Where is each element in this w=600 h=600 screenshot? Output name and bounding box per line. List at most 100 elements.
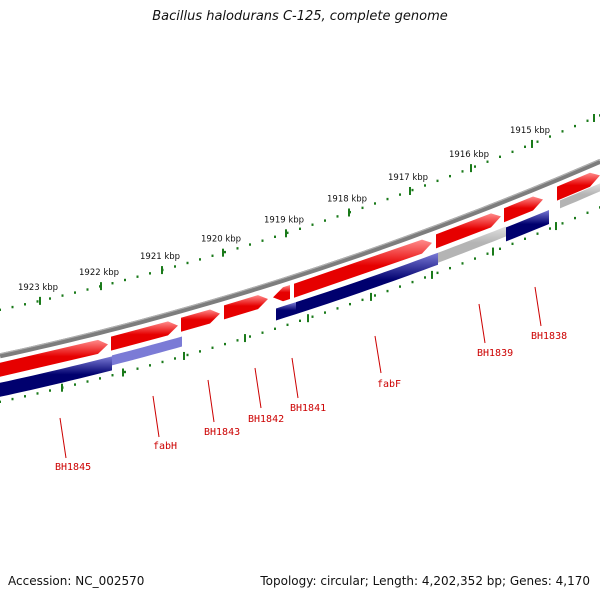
scale-minor-tick: [436, 179, 439, 183]
gene-bar-bh1843[interactable]: [224, 295, 268, 320]
gene-bar-bh1839[interactable]: [436, 213, 501, 249]
scale-minor-tick: [574, 124, 576, 128]
inner-scale-tick: [549, 227, 551, 230]
inner-scale-tick: [386, 289, 389, 293]
inner-scale-tick: [274, 327, 276, 330]
gene-label-fabf[interactable]: fabF: [377, 379, 401, 390]
scale-minor-tick: [536, 140, 539, 143]
inner-scale-tick: [174, 357, 176, 360]
gene-bar-fwd-2[interactable]: [111, 321, 178, 351]
scale-minor-tick: [236, 247, 239, 250]
gene-label-bh1839[interactable]: BH1839: [477, 348, 513, 359]
gene-bar-bh1845-fwd[interactable]: [0, 339, 108, 377]
gene-bar-fwd-9[interactable]: [557, 172, 600, 201]
scale-minor-tick: [449, 174, 451, 178]
gene-bar-bh1845[interactable]: [0, 356, 112, 397]
gene-bar-fabf[interactable]: [296, 252, 438, 315]
scale-minor-tick: [124, 278, 126, 282]
scale-minor-tick: [336, 215, 339, 218]
leader-line-bh1843: [207, 379, 215, 423]
inner-scale-tick: [436, 271, 439, 275]
scale-minor-tick: [136, 275, 139, 278]
leader-line-bh1838: [534, 286, 542, 327]
gene-label-bh1843[interactable]: BH1843: [204, 427, 240, 438]
leader-line-bh1839: [478, 303, 486, 344]
gene-bar-bh1842[interactable]: [273, 285, 290, 302]
inner-scale-tick: [474, 257, 476, 260]
scale-minor-tick: [586, 119, 589, 122]
gene-label-bh1845[interactable]: BH1845: [55, 462, 91, 473]
scale-minor-tick: [224, 250, 226, 254]
gene-label-bh1842[interactable]: BH1842: [248, 414, 284, 425]
inner-scale-tick: [536, 232, 539, 235]
feature-bar-grey-right[interactable]: [560, 183, 600, 209]
scale-minor-tick: [499, 155, 501, 158]
gene-bar-bh1841[interactable]: [294, 239, 432, 298]
inner-scale-tick: [236, 339, 239, 342]
inner-scale-tick: [49, 389, 51, 392]
scale-minor-tick: [61, 294, 64, 297]
scale-minor-tick: [149, 272, 151, 275]
scale-minor-tick: [386, 197, 389, 201]
inner-scale-tick: [424, 276, 426, 279]
genome-summary: Topology: circular; Length: 4,202,352 bp…: [260, 574, 590, 588]
inner-scale-tick: [311, 315, 314, 318]
scale-label-1923kbp: 1923 kbp: [18, 283, 58, 293]
inner-scale-tick: [36, 392, 39, 395]
scale-label-1920kbp: 1920 kbp: [201, 235, 241, 245]
inner-scale-tick: [136, 367, 139, 370]
inner-scale-tick: [261, 331, 264, 334]
scale-minor-tick: [174, 265, 176, 268]
gene-bar-fwd-3[interactable]: [181, 309, 220, 332]
gene-bar-fwd-8[interactable]: [504, 196, 543, 223]
scale-minor-tick: [49, 297, 51, 300]
inner-scale-tick: [336, 307, 339, 310]
scale-label-1922kbp: 1922 kbp: [79, 268, 119, 278]
inner-scale-tick: [211, 346, 214, 349]
scale-minor-tick: [461, 170, 464, 173]
inner-scale-tick: [399, 285, 401, 288]
scale-minor-tick: [474, 165, 476, 168]
scale-minor-tick: [549, 135, 551, 138]
accession-label: Accession: NC_002570: [8, 574, 145, 588]
gene-label-bh1838[interactable]: BH1838: [531, 331, 567, 342]
gene-bar-fabh[interactable]: [112, 336, 182, 366]
scale-minor-tick: [374, 202, 376, 205]
scale-minor-tick: [524, 145, 526, 148]
inner-scale-tick: [99, 377, 101, 380]
feature-bar-grey-mid[interactable]: [438, 226, 506, 263]
scale-minor-tick: [36, 300, 39, 303]
gene-bar-bh1838[interactable]: [506, 210, 549, 242]
leader-line-bh1842: [254, 367, 262, 409]
scale-minor-tick: [24, 303, 26, 306]
scale-minor-tick: [11, 305, 14, 309]
scale-minor-tick: [511, 150, 514, 154]
inner-scale-tick: [299, 319, 301, 322]
inner-scale-tick: [486, 252, 489, 255]
inner-scale-tick: [149, 364, 151, 367]
scale-minor-tick: [286, 231, 289, 235]
scale-minor-tick: [261, 239, 264, 242]
gene-label-bh1841[interactable]: BH1841: [290, 403, 326, 414]
inner-scale-tick: [286, 323, 289, 327]
scale-label-1915kbp: 1915 kbp: [510, 126, 550, 136]
inner-scale-tick: [124, 370, 126, 374]
scale-minor-tick: [399, 193, 401, 196]
scale-minor-tick: [411, 188, 414, 192]
scale-minor-tick: [561, 130, 564, 133]
gene-label-fabh[interactable]: fabH: [153, 441, 177, 452]
inner-scale-tick: [224, 342, 226, 346]
scale-minor-tick: [486, 160, 489, 163]
inner-scale-tick: [449, 266, 451, 270]
scale-label-1917kbp: 1917 kbp: [388, 173, 428, 183]
scale-minor-tick: [74, 291, 76, 294]
scale-minor-tick: [311, 223, 314, 226]
scale-minor-tick: [111, 282, 114, 285]
genome-backbone-highlight: [0, 158, 600, 355]
inner-scale-tick: [349, 302, 351, 306]
inner-scale-tick: [374, 294, 376, 297]
inner-scale-tick: [361, 298, 364, 302]
gene-bar-bh1841-rev[interactable]: [276, 302, 296, 321]
inner-scale-tick: [574, 216, 576, 220]
